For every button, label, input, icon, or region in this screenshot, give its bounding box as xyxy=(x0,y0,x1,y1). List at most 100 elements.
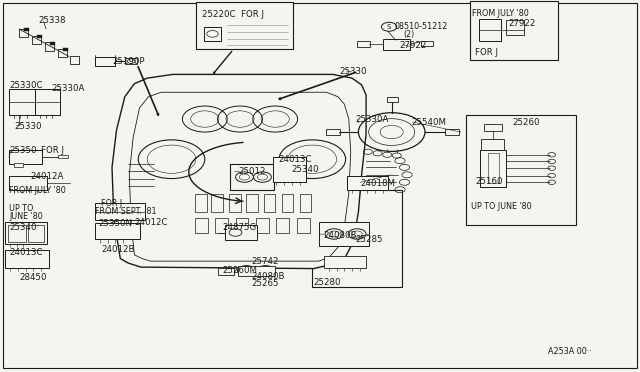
Text: 25160: 25160 xyxy=(475,177,502,186)
Bar xyxy=(479,19,501,41)
Text: 25340: 25340 xyxy=(291,165,319,174)
Bar xyxy=(225,225,257,240)
Bar xyxy=(421,41,433,46)
Bar xyxy=(95,57,115,66)
Text: 25330: 25330 xyxy=(14,122,42,131)
Bar xyxy=(195,218,208,232)
Text: FROM SEPT. '81: FROM SEPT. '81 xyxy=(95,207,156,216)
Bar xyxy=(326,129,340,135)
Bar xyxy=(297,218,310,232)
Bar xyxy=(264,194,275,212)
Bar xyxy=(273,157,306,182)
Text: 24875G: 24875G xyxy=(223,223,257,232)
Text: 25340: 25340 xyxy=(9,223,36,232)
Bar xyxy=(238,266,275,276)
Bar xyxy=(312,190,402,287)
Bar xyxy=(481,139,504,150)
Bar xyxy=(229,194,241,212)
Polygon shape xyxy=(112,74,366,269)
Bar xyxy=(24,28,29,31)
Bar xyxy=(28,225,44,242)
Bar xyxy=(319,222,369,246)
Bar xyxy=(506,20,524,35)
Bar xyxy=(5,250,49,268)
Bar xyxy=(488,153,499,183)
Bar xyxy=(58,155,68,158)
Text: FOR J: FOR J xyxy=(41,146,64,155)
Text: FROM JULY '80: FROM JULY '80 xyxy=(9,186,66,195)
Text: FOR J: FOR J xyxy=(101,199,122,208)
Text: 25285: 25285 xyxy=(356,235,383,244)
Bar xyxy=(246,194,258,212)
Text: 25260M: 25260M xyxy=(222,266,257,275)
Bar xyxy=(50,42,55,45)
Text: 27922: 27922 xyxy=(399,41,427,50)
Text: UP TO JUNE '80: UP TO JUNE '80 xyxy=(471,202,532,211)
Text: 25350N: 25350N xyxy=(99,219,132,228)
Bar xyxy=(9,89,35,115)
Text: 25350: 25350 xyxy=(9,146,36,155)
Bar xyxy=(9,176,47,190)
Text: A253A 00··: A253A 00·· xyxy=(548,347,591,356)
Bar xyxy=(95,223,140,239)
Text: JUNE '80: JUNE '80 xyxy=(9,212,43,221)
Bar xyxy=(215,218,228,232)
Text: 25540M: 25540M xyxy=(412,118,447,126)
Bar xyxy=(230,164,274,190)
Text: 25330A: 25330A xyxy=(356,115,389,124)
Text: 24012B: 24012B xyxy=(101,246,134,254)
Text: FOR J: FOR J xyxy=(475,48,498,57)
Bar xyxy=(45,42,54,51)
Bar xyxy=(5,222,47,244)
Bar xyxy=(276,218,289,232)
Bar xyxy=(58,49,67,57)
Text: 25280: 25280 xyxy=(314,278,341,287)
Bar xyxy=(204,27,221,41)
Bar xyxy=(282,194,293,212)
Bar xyxy=(383,39,410,50)
Bar xyxy=(466,115,576,225)
Bar xyxy=(357,41,370,47)
Text: 24018M: 24018M xyxy=(360,179,396,187)
Bar xyxy=(218,268,234,275)
Bar xyxy=(236,218,248,232)
Bar xyxy=(63,48,68,51)
Bar xyxy=(347,176,388,190)
Text: S: S xyxy=(387,24,391,30)
Bar xyxy=(70,56,79,64)
Bar xyxy=(14,163,23,167)
Text: 25330C: 25330C xyxy=(9,81,42,90)
Text: 24080B: 24080B xyxy=(252,272,285,280)
Bar xyxy=(35,89,60,115)
Text: 25265: 25265 xyxy=(252,279,279,288)
Bar xyxy=(324,256,366,268)
Text: 25742: 25742 xyxy=(252,257,279,266)
Polygon shape xyxy=(129,92,351,261)
Text: UP TO: UP TO xyxy=(9,204,33,213)
Text: (2): (2) xyxy=(403,31,415,39)
Bar xyxy=(95,203,145,220)
Text: 25260: 25260 xyxy=(512,118,540,126)
Bar xyxy=(445,129,459,135)
Text: 24080B: 24080B xyxy=(324,231,357,240)
Bar xyxy=(32,36,41,44)
Bar xyxy=(196,2,293,49)
Bar xyxy=(9,150,42,164)
Text: 25190P: 25190P xyxy=(112,57,145,66)
Text: 24012C: 24012C xyxy=(134,218,168,227)
Bar xyxy=(8,225,26,242)
Bar xyxy=(470,1,558,60)
Text: 25220C  FOR J: 25220C FOR J xyxy=(202,10,264,19)
Bar xyxy=(480,150,506,187)
Text: 24012A: 24012A xyxy=(31,172,64,181)
Bar xyxy=(195,194,207,212)
Text: 28450: 28450 xyxy=(19,273,47,282)
Text: 27922: 27922 xyxy=(509,19,536,28)
Text: 25338: 25338 xyxy=(38,16,66,25)
Bar xyxy=(484,124,502,131)
Bar xyxy=(300,194,311,212)
Bar xyxy=(19,29,28,37)
Bar xyxy=(211,194,223,212)
Text: 25012: 25012 xyxy=(239,167,266,176)
Bar xyxy=(37,35,42,38)
